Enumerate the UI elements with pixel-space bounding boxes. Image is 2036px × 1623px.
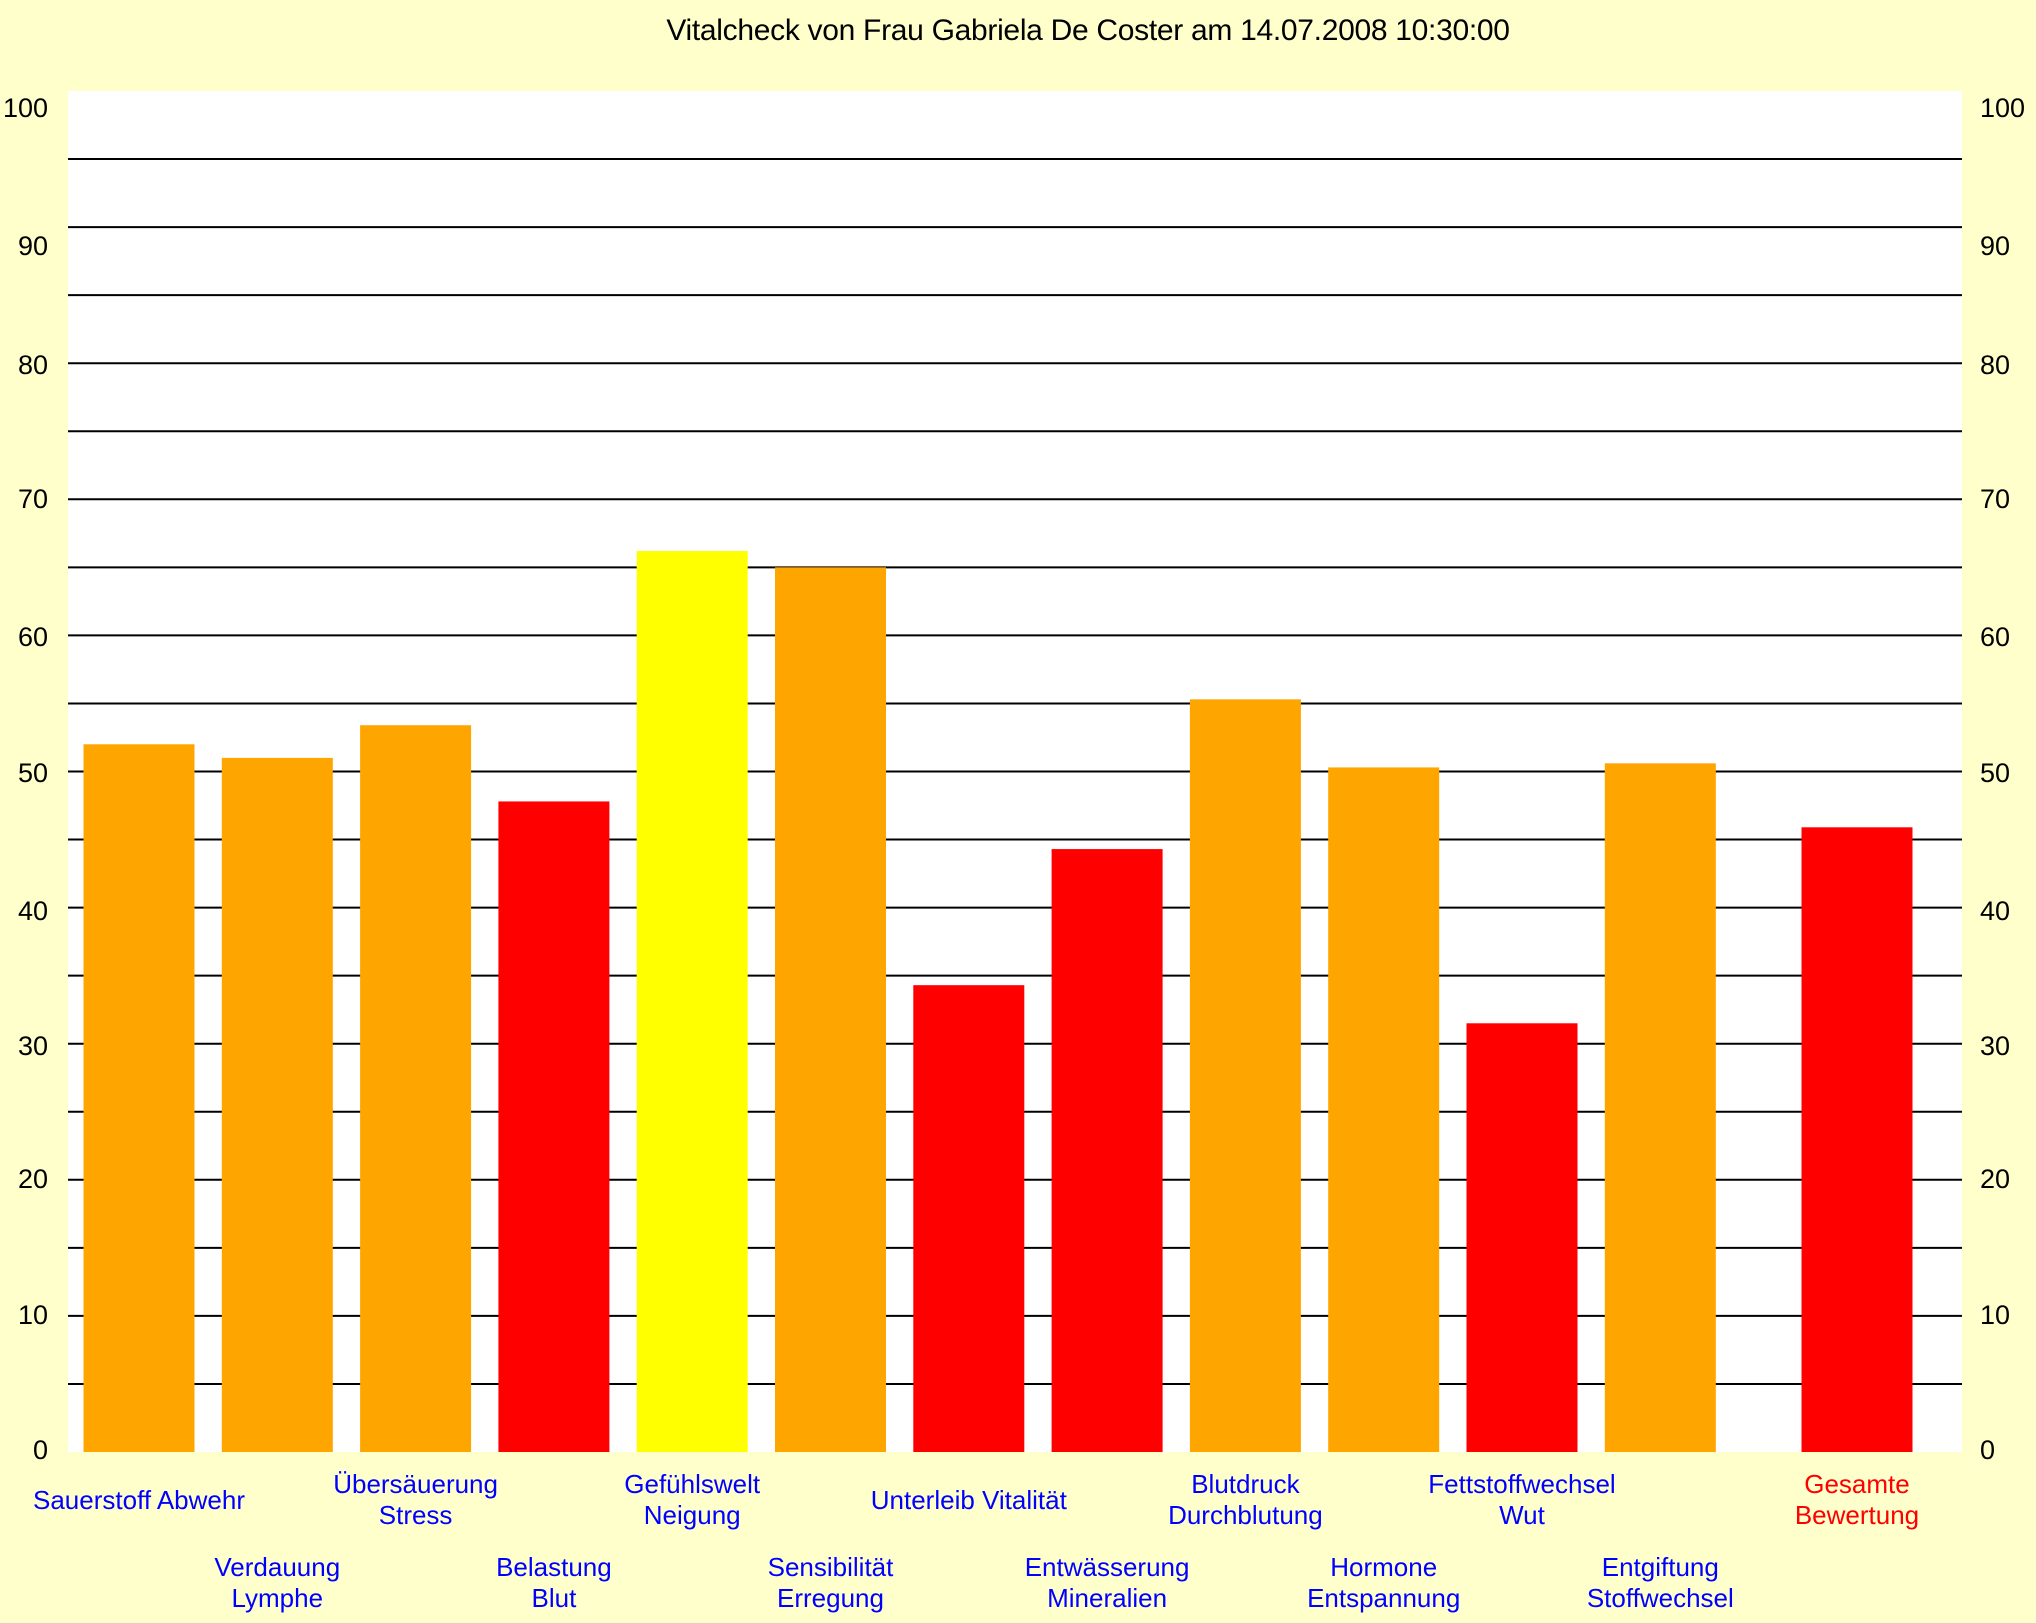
y-tick-label: 10 (1980, 1300, 2010, 1330)
category-label-line: Neigung (644, 1500, 741, 1530)
bar (1466, 1023, 1578, 1452)
bar (1051, 849, 1163, 1452)
category-label-line: Entgiftung (1602, 1552, 1719, 1582)
y-tick-label: 90 (18, 231, 48, 261)
y-axis-left: 0 10 20 30 40 50 60 70 80 90 100 (3, 93, 48, 1465)
y-tick-label: 100 (1980, 93, 2025, 123)
category-label-line: Gefühlswelt (624, 1469, 761, 1499)
category-label-line: Durchblutung (1168, 1500, 1323, 1530)
category-label: Entwässerung Mineralien (1025, 1552, 1190, 1613)
y-tick-label: 100 (3, 93, 48, 123)
category-label-line: Blut (531, 1583, 577, 1613)
bar (498, 801, 610, 1452)
y-tick-label: 0 (1980, 1435, 1995, 1465)
bar (1801, 827, 1913, 1452)
category-label: Belastung Blut (496, 1552, 612, 1613)
category-label: Übersäuerung Stress (333, 1469, 498, 1530)
y-tick-label: 50 (18, 758, 48, 788)
bar (83, 744, 195, 1452)
y-tick-label: 60 (18, 622, 48, 652)
category-label-line: Hormone (1330, 1552, 1437, 1582)
y-tick-label: 80 (18, 350, 48, 380)
category-label-line: Gesamte (1804, 1469, 1910, 1499)
bar (913, 985, 1025, 1452)
category-label-line: Entspannung (1307, 1583, 1460, 1613)
y-tick-label: 70 (1980, 484, 2010, 514)
category-label: Gefühlswelt Neigung (624, 1469, 761, 1530)
category-label: Unterleib Vitalität (871, 1485, 1068, 1515)
bar (1189, 699, 1301, 1452)
category-label-line: Wut (1499, 1500, 1546, 1530)
category-label-line: Entwässerung (1025, 1552, 1190, 1582)
y-tick-label: 50 (1980, 758, 2010, 788)
y-tick-label: 20 (1980, 1164, 2010, 1194)
y-tick-label: 10 (18, 1300, 48, 1330)
category-label-line: Belastung (496, 1552, 612, 1582)
category-label: Entgiftung Stoffwechsel (1587, 1552, 1734, 1613)
category-label-line: Übersäuerung (333, 1469, 498, 1499)
bar (360, 725, 472, 1452)
category-label-line: Stoffwechsel (1587, 1583, 1734, 1613)
category-label: Verdauung Lymphe (214, 1552, 340, 1613)
category-label-line: Fettstoffwechsel (1428, 1469, 1615, 1499)
category-label-line: Bewertung (1795, 1500, 1919, 1530)
category-label-line: Lymphe (232, 1583, 324, 1613)
y-tick-label: 30 (18, 1031, 48, 1061)
category-label: Blutdruck Durchblutung (1168, 1469, 1323, 1530)
category-label: Fettstoffwechsel Wut (1428, 1469, 1615, 1530)
y-tick-label: 40 (1980, 896, 2010, 926)
category-label-line: Mineralien (1047, 1583, 1167, 1613)
category-label-line: Sensibilität (768, 1552, 895, 1582)
bar (1604, 763, 1716, 1452)
bars (83, 551, 1913, 1452)
bar (221, 757, 333, 1452)
category-label-line: Stress (379, 1500, 453, 1530)
y-tick-label: 40 (18, 896, 48, 926)
category-label: Gesamte Bewertung (1795, 1469, 1919, 1530)
x-axis-labels: Sauerstoff Abwehr Verdauung Lymphe Übersäue… (33, 1469, 1919, 1613)
bar (775, 567, 886, 1452)
y-tick-label: 90 (1980, 231, 2010, 261)
y-tick-label: 60 (1980, 622, 2010, 652)
chart-title: Vitalcheck von Frau Gabriela De Coster a… (666, 14, 1510, 47)
category-label-line: Erregung (777, 1583, 884, 1613)
category-label: Hormone Entspannung (1307, 1552, 1460, 1613)
y-axis-right: 0 10 20 30 40 50 60 70 80 90 100 (1980, 93, 2025, 1465)
y-tick-label: 30 (1980, 1031, 2010, 1061)
bar (1328, 767, 1440, 1452)
y-tick-label: 0 (33, 1435, 48, 1465)
category-label-line: Unterleib Vitalität (871, 1485, 1068, 1515)
category-label: Sensibilität Erregung (768, 1552, 895, 1613)
category-label-line: Blutdruck (1191, 1469, 1300, 1499)
bar (636, 551, 748, 1452)
y-tick-label: 80 (1980, 350, 2010, 380)
category-label-line: Sauerstoff Abwehr (33, 1485, 245, 1515)
y-tick-label: 70 (18, 484, 48, 514)
category-label: Sauerstoff Abwehr (33, 1485, 245, 1515)
y-tick-label: 20 (18, 1164, 48, 1194)
category-label-line: Verdauung (214, 1552, 340, 1582)
